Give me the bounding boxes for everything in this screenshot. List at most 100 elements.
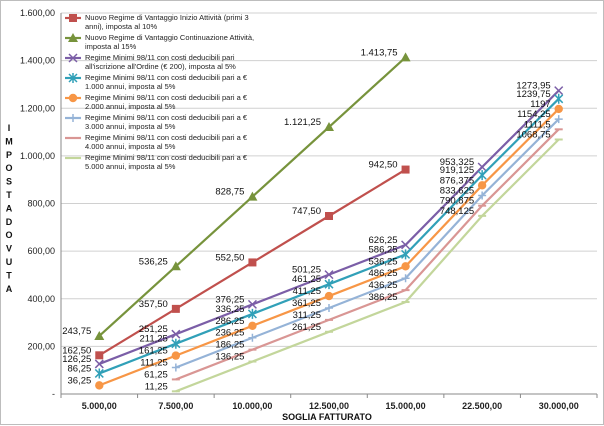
point-marker (170, 261, 181, 271)
legend-entry-text: 5.000 annui, imposta al 5% (85, 162, 176, 171)
data-label: 411,25 (293, 286, 321, 297)
point-marker (68, 73, 78, 83)
point-marker (171, 329, 181, 339)
point-marker (401, 274, 410, 283)
legend-entry-text: Nuovo Regime di Vantaggio Inizio Attivit… (85, 13, 249, 22)
point-marker (247, 191, 258, 201)
data-label: 536,25 (139, 256, 168, 267)
y-axis-title-letter: P (6, 150, 12, 160)
point-marker (324, 279, 334, 290)
data-label: 243,75 (62, 326, 91, 337)
data-label: 1197 (530, 99, 550, 110)
series-3: 126,25 251,25 376,25 501,25 626,25 953,325 127… (62, 81, 564, 369)
data-label: 376,25 (215, 294, 244, 305)
point-marker (95, 351, 104, 360)
data-label: 261,25 (292, 322, 321, 333)
point-marker (68, 53, 78, 63)
legend-entry-text: 4.000 annui, imposta al 5% (85, 142, 176, 151)
point-marker (247, 308, 257, 319)
point-marker (477, 162, 487, 172)
point-marker (477, 170, 487, 181)
y-tick-label: 1.600,00 (20, 8, 55, 18)
data-label: 161,25 (139, 346, 168, 357)
x-tick-label: 22.500,00 (462, 401, 502, 411)
legend-entry-text: 1.000 annui, imposta al 5% (85, 82, 176, 91)
series-5: 36,25 161,25 286,25 411,25 536,25 876,375 1197 (68, 99, 563, 390)
data-label: 586,25 (369, 244, 398, 255)
point-marker (171, 363, 180, 372)
point-marker (68, 93, 78, 103)
point-marker (171, 351, 181, 360)
data-label: 36,25 (68, 375, 92, 386)
data-label: 1.121,25 (284, 117, 321, 128)
point-marker (324, 270, 334, 280)
point-marker (248, 321, 257, 331)
legend-entry-text: 2.000 annui, imposta al 5% (85, 102, 176, 111)
point-marker (554, 104, 563, 114)
point-marker (554, 115, 563, 124)
point-marker (324, 122, 334, 132)
point-marker (69, 14, 77, 22)
data-label: 86,25 (68, 363, 92, 374)
point-marker (94, 359, 104, 369)
data-label: 833,625 (440, 185, 474, 196)
data-label: 953,325 (440, 157, 474, 168)
y-axis-title-letter: A (6, 284, 13, 294)
y-axis-title-letter: O (5, 163, 12, 173)
data-label: 486,25 (369, 268, 398, 279)
series-1: 162,50 357,50 552,50 747,50 942,50 (62, 160, 410, 360)
point-marker (247, 299, 257, 309)
point-marker (171, 304, 180, 313)
series-2: 243,75 536,25 828,75 1.121,25 1.413,75 (62, 47, 411, 340)
data-label: 436,25 (369, 280, 398, 291)
data-label: 111,25 (140, 358, 168, 369)
point-marker (400, 52, 411, 62)
point-marker (478, 191, 487, 200)
data-label: 236,25 (215, 328, 244, 339)
legend-entry-text: 3.000 annui, imposta al 5% (85, 122, 176, 131)
legend-entry-text: anni), imposta al 10% (85, 22, 157, 31)
legend-entry-text: Regime Minimi 98/11 con costi deducibili… (85, 133, 248, 142)
series-line (175, 118, 560, 369)
y-axis-title-letter: A (6, 203, 13, 213)
legend: Nuovo Regime di Vantaggio Inizio Attivit… (65, 13, 254, 171)
data-label: 311,25 (293, 310, 321, 321)
y-axis-title-letter: I (8, 123, 11, 133)
point-marker (94, 330, 105, 340)
point-marker (401, 249, 411, 260)
legend-entry-text: Nuovo Regime di Vantaggio Continuazione … (85, 33, 254, 42)
data-label: 552,50 (215, 252, 244, 263)
series-line (175, 128, 560, 381)
point-marker (69, 114, 77, 122)
y-tick-label: 1.000,00 (20, 151, 55, 161)
series-7: 61,25 186,25 311,25 436,25 790,875 1111,5 (144, 119, 563, 381)
point-marker (554, 93, 564, 104)
x-tick-label: 15.000,00 (386, 401, 426, 411)
data-label: 942,50 (369, 160, 398, 171)
point-marker (68, 33, 78, 42)
y-axis-title-letter: T (6, 270, 12, 280)
data-label: 1154,25 (517, 109, 551, 120)
data-label: 501,25 (292, 265, 321, 276)
y-axis-title-letter: S (6, 177, 12, 187)
data-label: 1239,75 (516, 89, 550, 100)
point-marker (401, 165, 410, 174)
x-tick-label: 30.000,00 (539, 401, 579, 411)
point-marker (248, 333, 257, 342)
legend-entry-text: imposta al 15% (85, 42, 137, 51)
point-marker (401, 240, 411, 250)
data-label: 1.413,75 (361, 47, 398, 58)
series-line (98, 89, 560, 365)
point-marker (401, 262, 410, 271)
legend-entry-text: Regime Minimi 98/11 con costi deducibili… (85, 93, 248, 102)
data-label: 211,25 (139, 334, 167, 345)
series-line (175, 138, 560, 393)
legend-entry-text: Regime Minimi 98/11 con costi deducibili… (85, 53, 235, 62)
point-marker (477, 181, 487, 190)
data-label: 536,25 (369, 256, 398, 267)
data-label: 748,125 (440, 206, 474, 217)
data-label: 251,25 (139, 324, 168, 335)
y-tick-label: 400,00 (27, 294, 55, 304)
point-marker (94, 368, 104, 379)
